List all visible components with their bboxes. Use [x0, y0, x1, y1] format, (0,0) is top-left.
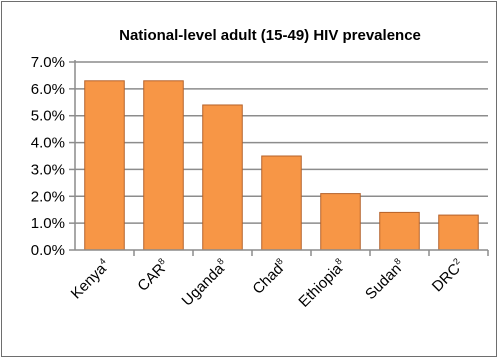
bar [438, 214, 479, 251]
y-tick-label: 6.0% [31, 81, 65, 98]
bar [84, 80, 125, 251]
x-tick-label: Uganda8 [178, 256, 231, 309]
x-tick-label: DRC2 [428, 256, 467, 295]
y-tick-label: 5.0% [31, 108, 65, 125]
y-tick-label: 2.0% [31, 188, 65, 205]
y-tick-label: 7.0% [31, 54, 65, 71]
x-tick-label: CAR8 [134, 256, 173, 295]
x-tick-label: Chad8 [249, 256, 291, 298]
x-tick-label-superscript: 2 [451, 256, 462, 267]
x-tick-label-superscript: 8 [274, 256, 285, 267]
bar [202, 104, 243, 251]
x-tick-label: Ethiopia8 [295, 256, 350, 311]
bar [261, 155, 302, 251]
y-axis-ticks: 0.0% 1.0% 2.0% 3.0% 4.0% 5.0% 6.0% 7.0% [31, 54, 75, 259]
x-tick-label-superscript: 4 [97, 256, 108, 267]
bars [84, 80, 479, 251]
bar [320, 193, 361, 251]
x-axis-ticks: Kenya4 CAR8 Uganda8 Chad8 Ethiopia8 Sudan8 DRC… [67, 250, 489, 311]
x-tick-label: Kenya4 [67, 256, 113, 302]
y-tick-label: 1.0% [31, 215, 65, 232]
y-tick-label: 3.0% [31, 161, 65, 178]
y-tick-label: 0.0% [31, 242, 65, 259]
axes [74, 60, 488, 251]
bar [379, 211, 420, 251]
x-tick-label-superscript: 8 [215, 256, 226, 267]
bar [143, 80, 184, 251]
x-tick-label-superscript: 8 [392, 256, 403, 267]
x-tick-label: Sudan8 [361, 256, 408, 303]
x-tick-label-superscript: 8 [333, 256, 344, 267]
x-tick-label-superscript: 8 [156, 256, 167, 267]
y-tick-label: 4.0% [31, 135, 65, 152]
x-tick-label-text: Uganda [179, 260, 229, 310]
chart-title: National-level adult (15-49) HIV prevale… [119, 27, 421, 44]
x-tick-label-text: Ethiopia [295, 260, 346, 311]
